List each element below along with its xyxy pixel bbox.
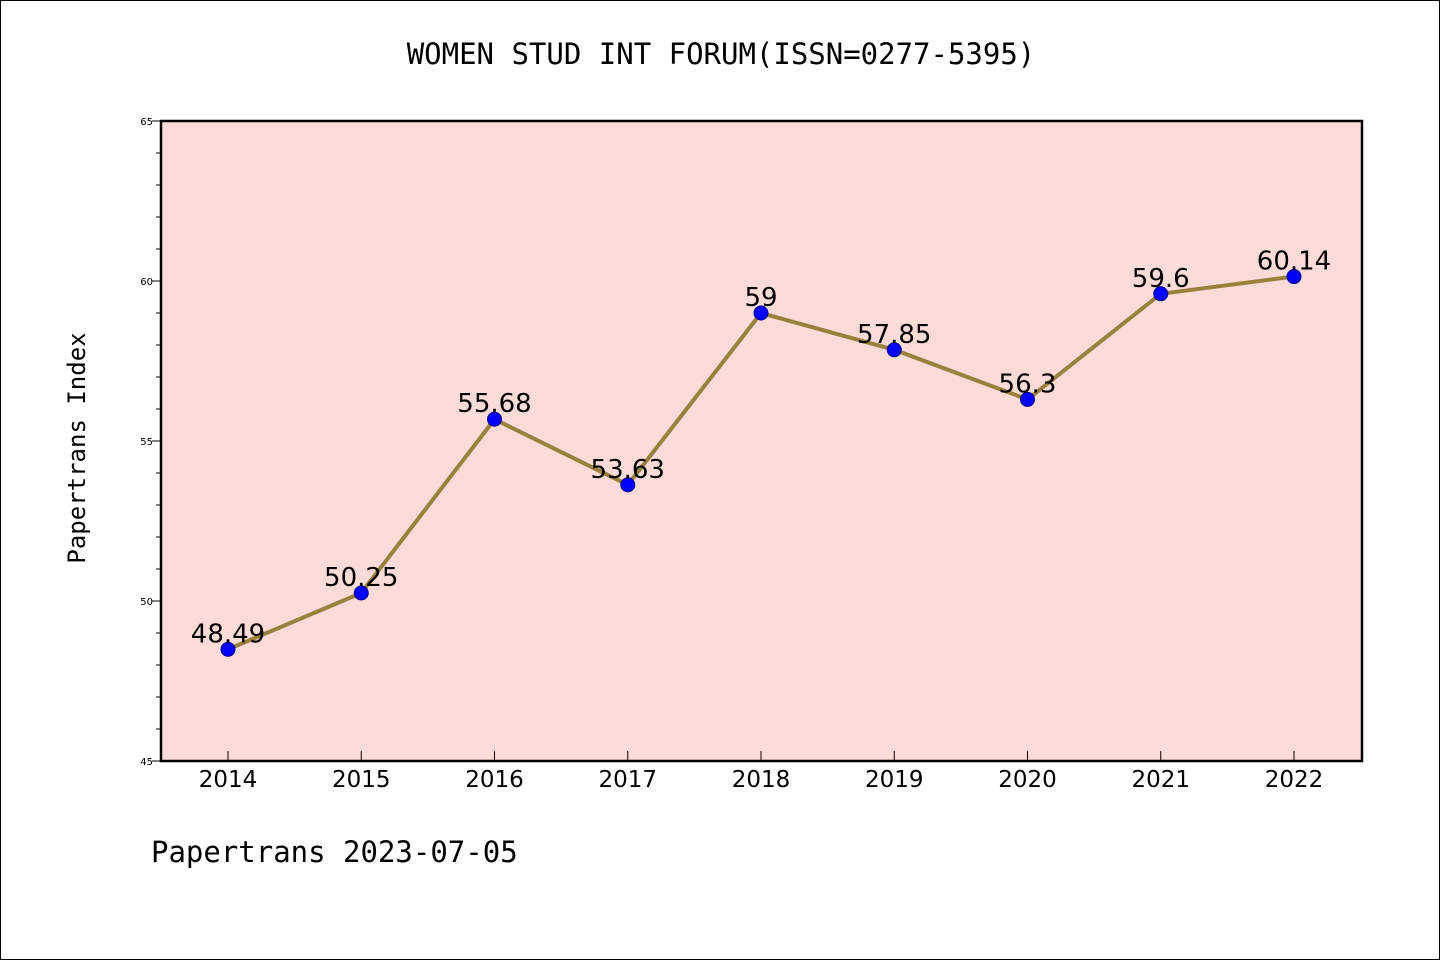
data-label: 56.3 <box>999 369 1057 399</box>
x-tick-label: 2020 <box>998 767 1057 793</box>
y-tick-label: 45 <box>140 757 153 768</box>
data-point <box>1020 391 1035 407</box>
y-tick-label: 65 <box>140 117 153 128</box>
x-tick-label: 2015 <box>332 767 391 793</box>
data-point <box>1286 269 1302 285</box>
x-tick-label: 2019 <box>865 767 924 793</box>
data-point <box>220 641 236 657</box>
data-label: 55.68 <box>457 389 531 419</box>
x-tick-label: 2022 <box>1265 767 1324 793</box>
data-label: 59.6 <box>1132 264 1190 294</box>
plot-area <box>161 121 1362 761</box>
x-tick-label: 2016 <box>465 767 524 793</box>
data-point <box>1153 286 1169 302</box>
footer-date: Papertrans 2023-07-05 <box>151 835 518 869</box>
plot-frame <box>159 119 1364 763</box>
data-label: 59 <box>744 283 777 313</box>
data-point <box>353 585 369 601</box>
x-tick-label: 2021 <box>1131 767 1190 793</box>
y-tick-label: 60 <box>140 277 153 288</box>
data-point <box>487 411 502 427</box>
data-label: 53.63 <box>591 455 665 485</box>
data-point <box>753 305 769 321</box>
y-tick-label: 55 <box>140 437 153 448</box>
y-tick-label: 50 <box>140 597 153 608</box>
data-label: 60.14 <box>1257 247 1331 277</box>
x-tick-label: 2014 <box>199 767 258 793</box>
chart-title: WOMEN STUD INT FORUM(ISSN=0277-5395) <box>406 37 1036 71</box>
x-tick-label: 2018 <box>732 767 791 793</box>
data-label: 57.85 <box>857 320 931 350</box>
data-label: 50.25 <box>324 563 398 593</box>
data-label: 48.49 <box>191 619 265 649</box>
x-tick-label: 2017 <box>598 767 657 793</box>
data-point <box>620 477 636 493</box>
data-point <box>886 342 902 358</box>
